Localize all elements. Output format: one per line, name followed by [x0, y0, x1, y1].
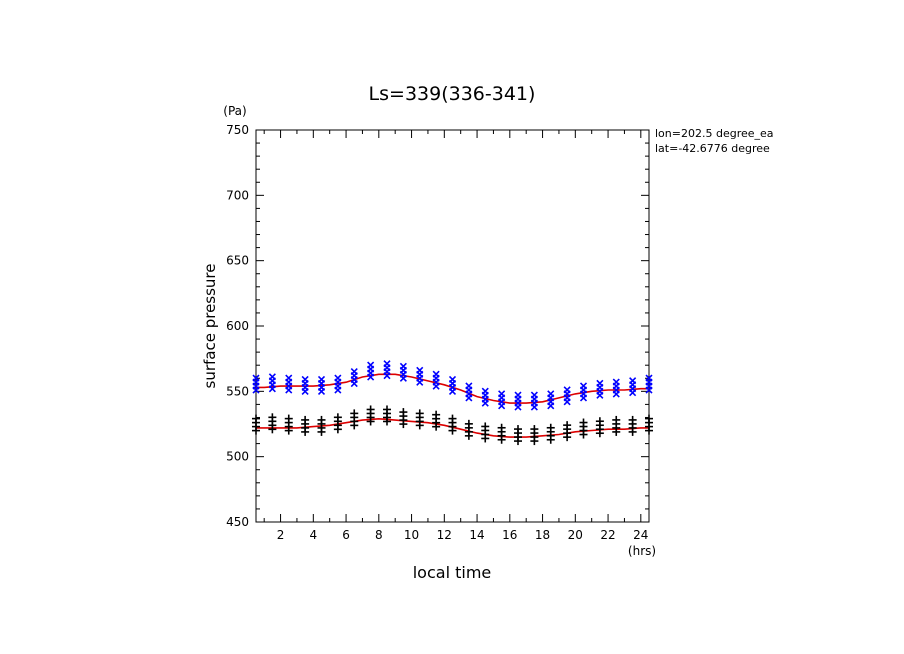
data-point-x [563, 386, 571, 406]
data-point-x [416, 366, 424, 386]
data-point-plus [415, 409, 424, 430]
data-point-plus [301, 415, 310, 436]
x-tick-label: 24 [633, 528, 648, 542]
info-mask [780, 120, 904, 160]
x-axis-label: local time [413, 563, 492, 582]
y-tick-label: 650 [226, 254, 249, 268]
data-point-x [317, 375, 326, 395]
y-tick-label: 750 [226, 123, 249, 137]
x-tick-label: 20 [568, 528, 583, 542]
data-point-x [514, 391, 522, 411]
data-point-plus [252, 414, 260, 435]
data-point-plus [481, 422, 490, 443]
x-tick-label: 12 [437, 528, 452, 542]
y-tick-label: 550 [226, 384, 249, 398]
data-point-x [629, 377, 637, 397]
data-point-x [645, 374, 653, 394]
data-point-x [448, 375, 457, 395]
data-point-plus [432, 410, 441, 431]
y-tick-label: 600 [226, 319, 249, 333]
data-point-x [285, 374, 293, 394]
info-line-lat: lat=-42.6776 degree [655, 142, 770, 155]
data-point-plus [268, 413, 277, 434]
data-point-x [547, 390, 555, 410]
x-tick-label: 22 [600, 528, 615, 542]
data-point-x [530, 391, 538, 411]
y-unit-label: (Pa) [223, 104, 246, 118]
data-point-plus [628, 415, 637, 436]
data-point-plus [383, 405, 391, 426]
y-tick-label: 700 [226, 188, 249, 202]
y-axis-label: surface pressure [201, 264, 219, 389]
data-point-x [481, 387, 489, 407]
data-point-plus [497, 423, 506, 444]
data-point-plus [579, 418, 588, 439]
data-point-x [383, 360, 391, 380]
x-tick-label: 6 [342, 528, 350, 542]
data-point-plus [284, 414, 293, 435]
x-tick-label: 18 [535, 528, 550, 542]
data-point-x [596, 379, 604, 399]
x-tick-label: 4 [309, 528, 317, 542]
data-point-plus [399, 408, 408, 429]
data-point-x [579, 382, 588, 402]
data-point-x [301, 375, 309, 395]
data-point-plus [645, 414, 653, 435]
chart-title: Ls=339(336-341) [369, 83, 536, 105]
x-tick-label: 2 [277, 528, 285, 542]
data-point-plus [448, 414, 457, 435]
data-point-plus [612, 415, 621, 436]
data-point-x [252, 374, 260, 394]
data-point-x [432, 370, 440, 390]
data-point-plus [514, 425, 522, 446]
data-point-x [334, 374, 342, 394]
data-point-x [399, 362, 407, 382]
x-unit-label: (hrs) [628, 544, 656, 558]
data-point-x [498, 390, 506, 410]
data-point-plus [366, 405, 375, 426]
x-tick-label: 10 [404, 528, 419, 542]
data-point-plus [595, 417, 604, 438]
data-point-x [268, 373, 276, 393]
data-point-plus [317, 415, 326, 436]
data-point-plus [350, 409, 359, 430]
data-point-plus [546, 423, 555, 444]
plot-frame [255, 129, 650, 523]
y-tick-label: 450 [226, 515, 249, 529]
x-tick-label: 8 [375, 528, 383, 542]
data-point-x [367, 361, 375, 381]
y-tick-label: 500 [226, 450, 249, 464]
data-point-x [350, 368, 358, 388]
data-point-plus [464, 419, 473, 440]
data-point-plus [563, 421, 572, 442]
data-point-plus [333, 413, 342, 434]
data-point-x [612, 378, 620, 398]
x-tick-label: 16 [502, 528, 517, 542]
x-tick-label: 14 [469, 528, 484, 542]
data-point-plus [530, 425, 539, 446]
data-point-x [465, 382, 473, 402]
info-line-lon: lon=202.5 degree_ea [655, 127, 774, 140]
